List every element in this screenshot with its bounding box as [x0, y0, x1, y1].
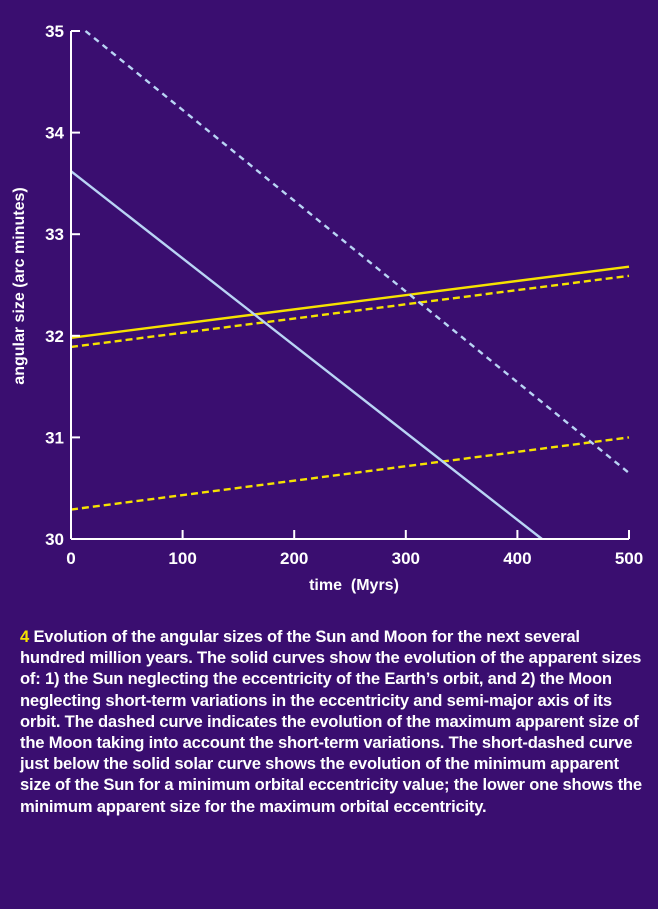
y-tick-label: 35	[45, 22, 64, 41]
series-layer	[70, 30, 630, 540]
sun-solid-line	[70, 265, 630, 340]
figure-caption: 4 Evolution of the angular sizes of the …	[20, 626, 642, 817]
y-tick-label: 30	[45, 530, 64, 549]
moon-solid-line	[70, 170, 543, 540]
y-tick-label: 33	[45, 225, 64, 244]
figure-number: 4	[20, 627, 30, 646]
x-tick-label: 300	[392, 549, 420, 568]
sun-short-dashed-line	[70, 274, 630, 349]
chart: 0 100 200 300 400 500 30 31 32 33 34 35 time (Myrs)…	[11, 22, 643, 594]
x-tick-label: 0	[66, 549, 75, 568]
x-axis-title: time (Myrs)	[309, 577, 399, 594]
caption-text: Evolution of the angular sizes of the Su…	[20, 627, 642, 816]
x-tick-label: 200	[280, 549, 308, 568]
y-tick-label: 32	[45, 327, 64, 346]
axes-layer	[70, 31, 629, 540]
x-tick-label: 400	[503, 549, 531, 568]
sun-short-dashed-line	[70, 436, 630, 511]
x-tick-label: 100	[168, 549, 196, 568]
y-axis-title: angular size (arc minutes)	[11, 187, 28, 384]
y-tick-label: 31	[45, 428, 64, 447]
x-tick-label: 500	[615, 549, 643, 568]
tick-layer: 0 100 200 300 400 500 30 31 32 33 34 35	[45, 22, 643, 568]
y-tick-label: 34	[45, 124, 64, 143]
moon-dashed-line	[84, 30, 630, 474]
